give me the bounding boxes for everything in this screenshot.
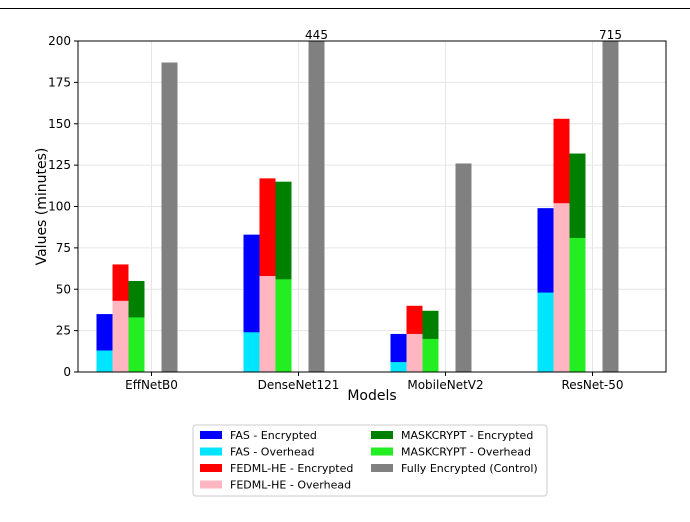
y-tick-label: 175 — [48, 75, 71, 89]
bar-fedml-he-overhead — [112, 300, 129, 372]
y-axis-title: Values (minutes) — [34, 148, 50, 266]
x-tick-label: DenseNet121 — [258, 378, 340, 392]
bar-maskcrypt-overhead — [128, 317, 145, 372]
clipped-value-annotation: 715 — [599, 28, 622, 42]
legend-label: FEDML-HE - Overhead — [230, 479, 351, 492]
legend-swatch — [200, 464, 222, 472]
legend-swatch — [371, 464, 393, 472]
bar-maskcrypt-overhead — [422, 338, 439, 372]
plot-frame — [77, 40, 667, 373]
x-tick-label: EffNetB0 — [125, 378, 178, 392]
legend-swatch — [200, 431, 222, 439]
y-tick-label: 0 — [63, 365, 71, 379]
bar-fas-overhead — [390, 362, 407, 372]
bar-fedml-he-overhead — [406, 333, 423, 372]
legend-label: MASKCRYPT - Overhead — [401, 446, 531, 459]
legend-label: MASKCRYPT - Encrypted — [401, 429, 533, 442]
bar-fedml-he-overhead — [259, 276, 276, 372]
bar-fedml-he-overhead — [553, 203, 570, 372]
y-tick-label: 200 — [48, 34, 71, 48]
legend-box — [192, 424, 548, 497]
bar-control — [602, 41, 619, 372]
top-border-line — [0, 8, 690, 9]
y-tick-label: 150 — [48, 117, 71, 131]
bar-fas-overhead — [537, 292, 554, 372]
y-tick-label: 50 — [56, 282, 71, 296]
legend-label: FAS - Encrypted — [230, 429, 317, 442]
y-tick-label: 125 — [48, 158, 71, 172]
legend-swatch — [371, 447, 393, 456]
legend-swatch — [371, 431, 393, 439]
y-tick-label: 75 — [56, 241, 71, 255]
bar-control — [161, 62, 178, 372]
y-tick-label: 25 — [56, 324, 71, 338]
x-tick-label: MobileNetV2 — [407, 378, 483, 392]
bar-control — [308, 41, 325, 372]
legend-swatch — [200, 447, 222, 456]
bar-control — [455, 163, 472, 372]
legend-label: Fully Encrypted (Control) — [401, 462, 538, 475]
bar-maskcrypt-overhead — [569, 237, 586, 372]
legend-swatch — [200, 480, 222, 489]
bar-fas-overhead — [96, 350, 113, 372]
x-axis-title: Models — [347, 388, 396, 404]
bar-fas-overhead — [243, 332, 260, 372]
clipped-value-annotation: 445 — [305, 28, 328, 42]
y-tick-label: 100 — [48, 200, 71, 214]
x-tick-label: ResNet-50 — [561, 378, 623, 392]
legend-label: FEDML-HE - Encrypted — [230, 462, 353, 475]
bar-maskcrypt-overhead — [275, 279, 292, 372]
legend-label: FAS - Overhead — [230, 446, 315, 459]
